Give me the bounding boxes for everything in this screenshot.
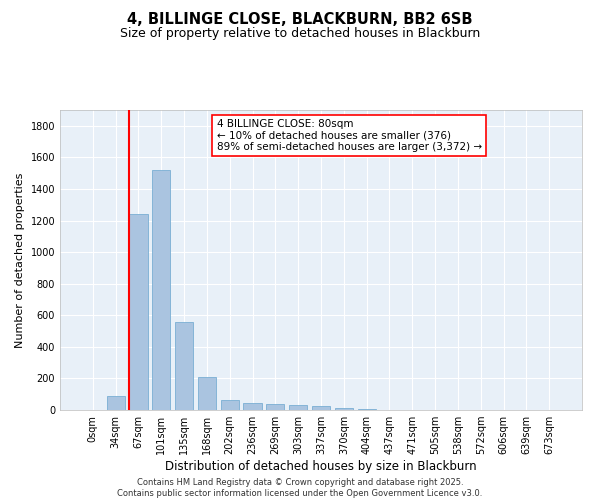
Bar bbox=[335, 408, 353, 410]
Bar bbox=[107, 396, 125, 410]
Bar bbox=[266, 404, 284, 410]
Y-axis label: Number of detached properties: Number of detached properties bbox=[15, 172, 25, 348]
Text: 4, BILLINGE CLOSE, BLACKBURN, BB2 6SB: 4, BILLINGE CLOSE, BLACKBURN, BB2 6SB bbox=[127, 12, 473, 28]
Text: Size of property relative to detached houses in Blackburn: Size of property relative to detached ho… bbox=[120, 28, 480, 40]
Text: 4 BILLINGE CLOSE: 80sqm
← 10% of detached houses are smaller (376)
89% of semi-d: 4 BILLINGE CLOSE: 80sqm ← 10% of detache… bbox=[217, 119, 482, 152]
Bar bbox=[130, 214, 148, 410]
X-axis label: Distribution of detached houses by size in Blackburn: Distribution of detached houses by size … bbox=[165, 460, 477, 473]
Text: Contains HM Land Registry data © Crown copyright and database right 2025.
Contai: Contains HM Land Registry data © Crown c… bbox=[118, 478, 482, 498]
Bar bbox=[244, 403, 262, 410]
Bar bbox=[289, 406, 307, 410]
Bar bbox=[221, 400, 239, 410]
Bar bbox=[198, 377, 216, 410]
Bar bbox=[312, 406, 330, 410]
Bar bbox=[152, 170, 170, 410]
Bar bbox=[175, 322, 193, 410]
